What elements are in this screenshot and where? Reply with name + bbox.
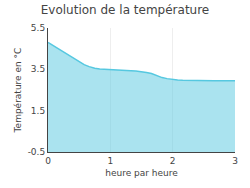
svg-text:-0.5: -0.5 [28, 147, 46, 157]
svg-text:3.5: 3.5 [31, 64, 45, 74]
svg-text:Température en °C: Température en °C [13, 48, 23, 134]
svg-text:5.5: 5.5 [31, 23, 45, 33]
svg-text:0: 0 [45, 156, 51, 166]
svg-text:1.5: 1.5 [31, 106, 45, 116]
svg-text:Evolution de la température: Evolution de la température [41, 3, 210, 17]
svg-text:1: 1 [107, 156, 113, 166]
svg-text:heure par heure: heure par heure [105, 168, 178, 178]
svg-text:3: 3 [232, 156, 238, 166]
svg-text:2: 2 [170, 156, 176, 166]
